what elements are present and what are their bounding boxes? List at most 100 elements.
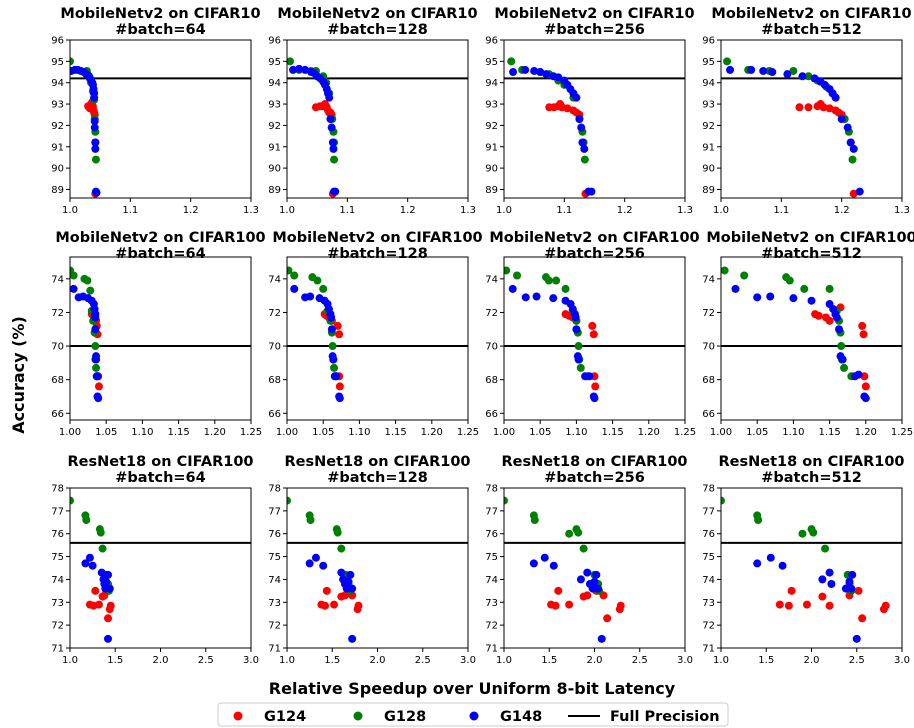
x-tick-label: 1.5: [758, 655, 774, 666]
x-tick-label: 2.5: [415, 655, 431, 666]
y-tick-label: 71: [51, 644, 64, 655]
point-g148: [346, 570, 355, 579]
point-g148: [529, 559, 538, 568]
point-g148: [91, 138, 100, 147]
point-g148: [94, 394, 103, 403]
x-tick-label: 1.2: [834, 205, 850, 216]
point-g124: [861, 382, 870, 391]
point-g148: [832, 313, 841, 322]
point-g128: [544, 276, 553, 285]
y-tick-label: 72: [268, 308, 281, 319]
y-tick-label: 78: [268, 484, 281, 495]
x-tick-label: 1.5: [107, 655, 123, 666]
y-tick-label: 73: [702, 598, 715, 609]
point-g148: [81, 559, 90, 568]
x-tick-label: 1.15: [384, 427, 406, 438]
point-g148: [846, 138, 855, 147]
subplot-subtitle: #batch=256: [544, 470, 645, 486]
point-g124: [819, 103, 828, 112]
x-tick-label: 1.00: [710, 427, 732, 438]
point-g128: [740, 271, 749, 280]
point-g148: [329, 144, 338, 153]
points: [70, 57, 101, 198]
point-g128: [576, 363, 585, 372]
point-g148: [810, 74, 819, 83]
point-g128: [837, 342, 846, 351]
point-g148: [572, 325, 581, 334]
y-tick-label: 74: [702, 575, 715, 586]
point-g128: [821, 544, 830, 553]
x-tick-label: 1.05: [746, 427, 768, 438]
point-g148: [731, 284, 740, 293]
y-tick-label: 93: [268, 100, 281, 111]
y-tick-label: 70: [485, 342, 498, 353]
point-g124: [330, 600, 339, 609]
x-tick-label: 1.25: [674, 427, 696, 438]
point-g128: [504, 266, 511, 275]
subplot-12: ResNet18 on CIFAR100#batch=512 1.0 1.5 2.0 2…: [702, 454, 910, 666]
point-g148: [554, 73, 563, 82]
point-g148: [759, 66, 768, 75]
point-g148: [509, 68, 518, 77]
x-tick-label: 1.0: [62, 655, 78, 666]
x-tick-label: 1.0: [496, 205, 512, 216]
point-g148: [327, 123, 336, 132]
y-tick-label: 71: [485, 644, 498, 655]
point-g148: [848, 570, 857, 579]
x-tick-label: 1.25: [240, 427, 262, 438]
points: [723, 57, 864, 198]
subplot-title: MobileNetv2 on CIFAR100: [272, 230, 482, 246]
y-tick-label: 89: [268, 185, 281, 196]
x-tick-label: 2.0: [153, 655, 169, 666]
points: [504, 496, 625, 643]
x-tick-label: 1.15: [601, 427, 623, 438]
points: [721, 496, 890, 643]
y-tick-label: 73: [485, 598, 498, 609]
x-tick-label: 1.1: [556, 205, 572, 216]
x-tick-label: 1.15: [818, 427, 840, 438]
points: [721, 266, 870, 403]
point-g148: [91, 313, 100, 322]
plot-frame: [503, 256, 686, 421]
y-tick-label: 94: [485, 78, 498, 89]
point-g148: [861, 394, 870, 403]
subplot-subtitle: #batch=256: [544, 22, 645, 38]
point-g124: [340, 591, 349, 600]
y-tick-label: 74: [702, 274, 715, 285]
point-g124: [858, 321, 867, 330]
y-tick-label: 91: [51, 142, 64, 153]
x-tick-label: 1.3: [460, 205, 476, 216]
point-g128: [840, 363, 849, 372]
point-g148: [597, 634, 606, 643]
point-g128: [330, 155, 339, 164]
point-g148: [530, 66, 539, 75]
y-tick-label: 74: [268, 274, 281, 285]
point-g124: [104, 614, 113, 623]
plot-frame: [720, 487, 903, 649]
subplot-subtitle: #batch=128: [327, 246, 428, 262]
point-g124: [551, 601, 560, 610]
y-tick-label: 77: [51, 506, 64, 517]
subplot-10: ResNet18 on CIFAR100#batch=128 1.0 1.5 2.0 2…: [268, 454, 476, 666]
point-g148: [70, 284, 78, 293]
y-tick-label: 72: [702, 621, 715, 632]
y-tick-label: 75: [51, 552, 64, 563]
subplot-subtitle: #batch=128: [327, 470, 428, 486]
x-tick-label: 1.10: [131, 427, 153, 438]
point-g128: [754, 516, 763, 524]
point-g148: [344, 577, 353, 586]
point-g128: [319, 284, 328, 293]
x-tick-label: 3.0: [460, 655, 476, 666]
point-g148: [798, 72, 807, 81]
y-tick-label: 93: [485, 100, 498, 111]
y-tick-label: 91: [268, 142, 281, 153]
point-g148: [329, 355, 338, 364]
y-tick-label: 90: [268, 164, 281, 175]
legend-label: G124: [264, 709, 306, 725]
point-g128: [825, 284, 834, 293]
point-g148: [783, 70, 792, 79]
point-g148: [290, 284, 299, 293]
x-tick-label: 1.25: [457, 427, 479, 438]
y-tick-label: 94: [268, 78, 281, 89]
